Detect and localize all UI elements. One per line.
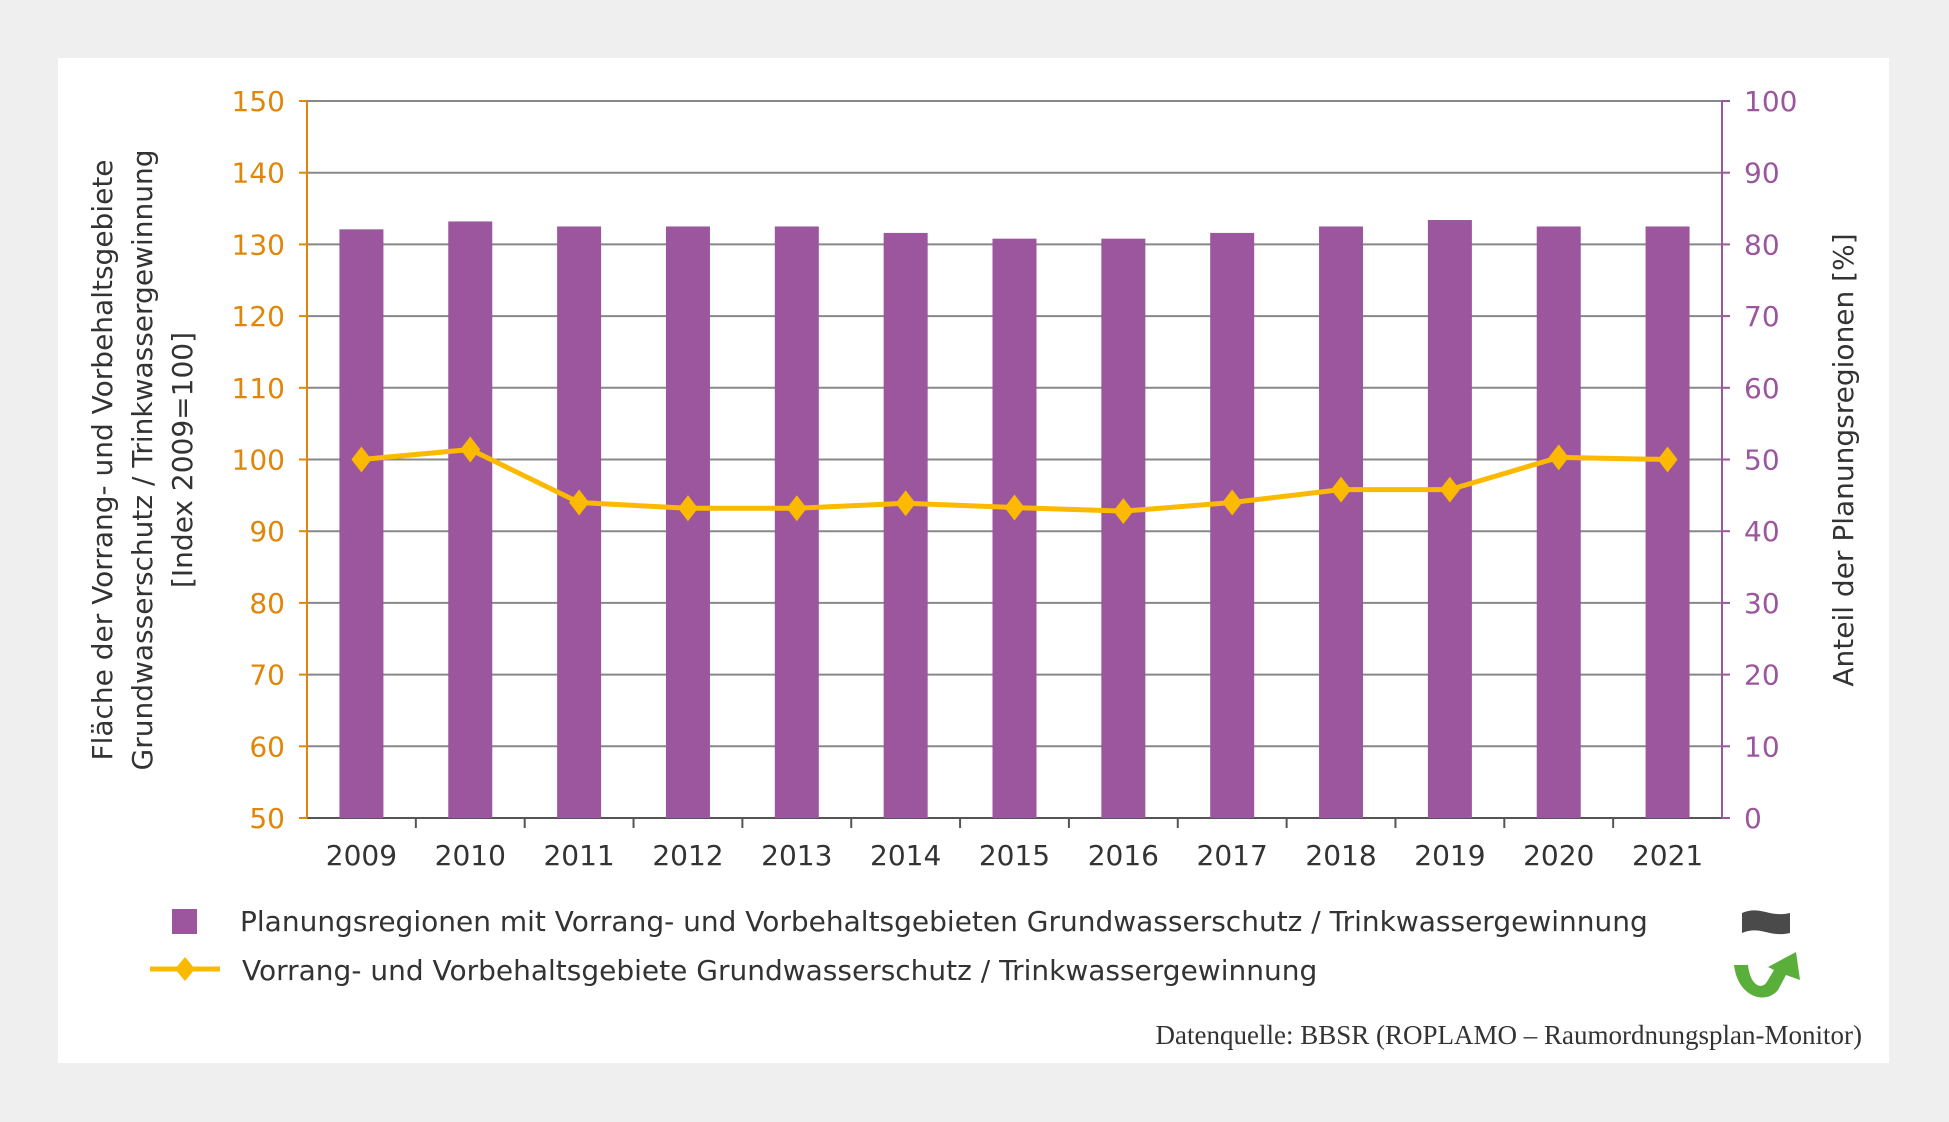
y-tick-right: 20 <box>1744 659 1780 692</box>
neutral-wave-icon <box>1742 910 1790 935</box>
legend-line-label: Vorrang- und Vorbehaltsgebiete Grundwass… <box>242 954 1317 987</box>
line-marker-2012 <box>677 495 698 522</box>
bar-2015 <box>992 238 1037 818</box>
x-tick-label: 2014 <box>870 839 941 872</box>
x-tick-label: 2013 <box>761 839 832 872</box>
x-tick-label: 2018 <box>1305 839 1376 872</box>
y-axis-right-label: Anteil der Planungsregionen [%] <box>1827 233 1860 686</box>
line-marker-2015 <box>1004 494 1025 521</box>
bar-2013 <box>774 226 819 819</box>
legend-bar-swatch <box>172 909 197 934</box>
bar-2020 <box>1536 226 1581 819</box>
y-tick-left: 90 <box>249 515 285 548</box>
bar-2011 <box>557 226 602 819</box>
line-marker-2013 <box>786 495 807 522</box>
x-tick-label: 2019 <box>1414 839 1485 872</box>
bar-2014 <box>883 232 928 819</box>
legend-bar-label: Planungsregionen mit Vorrang- und Vorbeh… <box>240 905 1648 938</box>
y-tick-right: 50 <box>1744 444 1780 477</box>
line-marker-2011 <box>569 489 590 516</box>
line-marker-2021 <box>1657 446 1678 473</box>
y-tick-left: 120 <box>232 300 285 333</box>
x-tick-label: 2021 <box>1632 839 1703 872</box>
bar-2010 <box>448 221 493 818</box>
y-tick-right: 40 <box>1744 515 1780 548</box>
y-tick-right: 100 <box>1744 85 1797 118</box>
bar-2017 <box>1210 232 1255 819</box>
x-tick-label: 2016 <box>1088 839 1159 872</box>
y-tick-right: 10 <box>1744 730 1780 763</box>
y-tick-left: 130 <box>232 228 285 261</box>
x-tick-label: 2009 <box>326 839 397 872</box>
line-marker-2017 <box>1222 489 1243 516</box>
bar-2018 <box>1319 226 1364 819</box>
y-tick-right: 70 <box>1744 300 1780 333</box>
x-tick-label: 2017 <box>1197 839 1268 872</box>
bar-2012 <box>665 226 710 819</box>
y-tick-left: 100 <box>232 444 285 477</box>
line-marker-2014 <box>895 490 916 517</box>
x-tick-label: 2020 <box>1523 839 1594 872</box>
y-tick-left: 140 <box>232 157 285 190</box>
line-marker-2009 <box>351 446 372 473</box>
y-axis-left-label-2: Grundwasserschutz / Trinkwassergewinnung <box>126 150 159 771</box>
bar-2021 <box>1645 226 1690 819</box>
line-marker-2018 <box>1331 476 1352 503</box>
x-tick-label: 2011 <box>543 839 614 872</box>
y-tick-left: 110 <box>232 372 285 405</box>
line-marker-2010 <box>460 436 481 463</box>
y-tick-right: 30 <box>1744 587 1780 620</box>
x-tick-label: 2015 <box>979 839 1050 872</box>
y-axis-left-label-1: Fläche der Vorrang- und Vorbehaltsgebiet… <box>86 159 119 760</box>
y-tick-right: 90 <box>1744 157 1780 190</box>
y-tick-right: 60 <box>1744 372 1780 405</box>
y-tick-right: 0 <box>1744 802 1762 835</box>
x-tick-label: 2010 <box>435 839 506 872</box>
line-marker-2019 <box>1439 476 1460 503</box>
bar-2019 <box>1427 220 1472 819</box>
bar-2016 <box>1101 238 1146 818</box>
y-tick-left: 60 <box>249 730 285 763</box>
x-tick-label: 2012 <box>652 839 723 872</box>
bar-2009 <box>339 229 384 818</box>
y-tick-left: 80 <box>249 587 285 620</box>
legend-line-marker <box>175 957 195 981</box>
line-marker-2020 <box>1548 444 1569 471</box>
line-marker-2016 <box>1113 498 1134 525</box>
positive-arrow-up-icon <box>1734 952 1800 998</box>
y-tick-left: 150 <box>232 85 285 118</box>
y-tick-left: 50 <box>249 802 285 835</box>
source-note: Datenquelle: BBSR (ROPLAMO – Raumordnung… <box>1156 1020 1862 1050</box>
y-axis-left-label-3: [Index 2009=100] <box>166 332 199 588</box>
y-tick-left: 70 <box>249 659 285 692</box>
y-tick-right: 80 <box>1744 228 1780 261</box>
